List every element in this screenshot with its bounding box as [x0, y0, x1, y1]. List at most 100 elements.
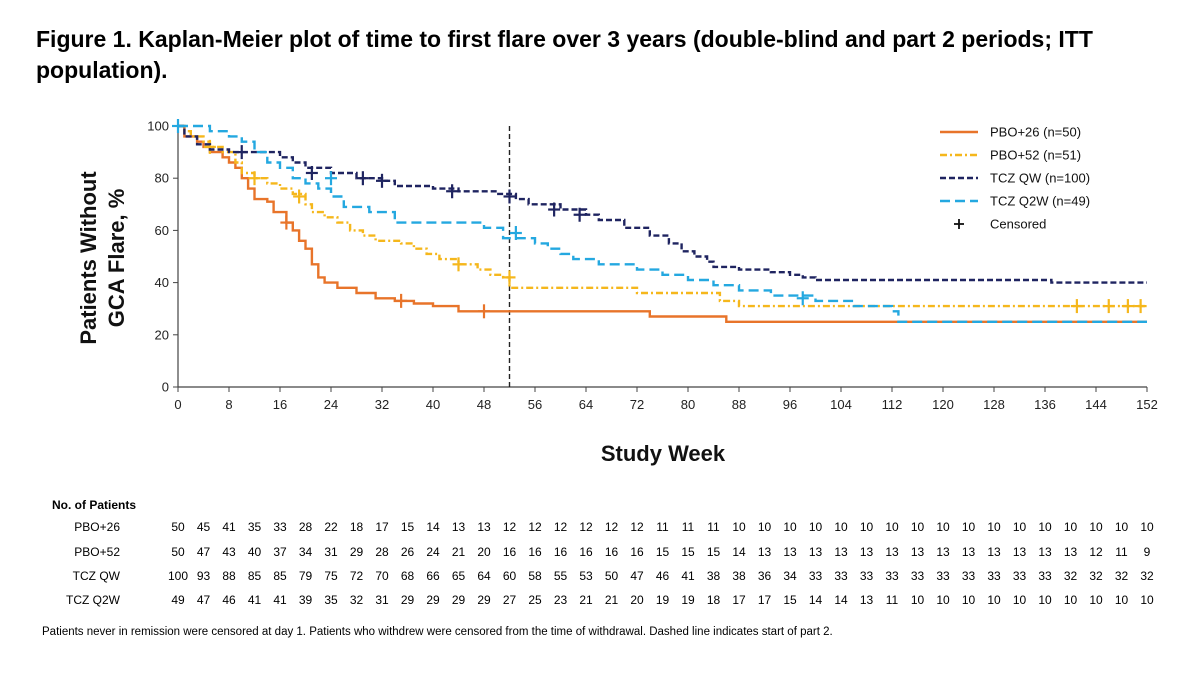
risk-cell-r4-c1: 49 — [171, 593, 185, 607]
risk-cell-r4-c13: 29 — [477, 593, 491, 607]
x-tick-label-64: 64 — [579, 397, 593, 412]
risk-row-label-4: TCZ Q2W — [66, 593, 120, 607]
risk-cell-r1-c13: 13 — [477, 520, 491, 534]
x-tick-label-152: 152 — [1136, 397, 1158, 412]
censor-mark-s4-3 — [509, 226, 522, 241]
y-tick-label-20: 20 — [155, 327, 169, 342]
legend-censored-label: Censored — [990, 217, 1046, 232]
risk-cell-r2-c39: 9 — [1143, 545, 1151, 559]
risk-cell-r4-c4: 41 — [247, 593, 262, 607]
risk-cell-r4-c34: 10 — [1012, 593, 1027, 607]
y-tick-label-100: 100 — [147, 119, 169, 134]
risk-cell-r3-c4: 85 — [247, 569, 262, 583]
risk-cell-r4-c28: 13 — [859, 593, 874, 607]
risk-cell-r2-c38: 11 — [1115, 545, 1128, 559]
risk-cell-r4-c16: 23 — [553, 593, 568, 607]
risk-row-label-2: PBO+52 — [74, 545, 120, 559]
risk-cell-r3-c24: 36 — [757, 569, 772, 583]
censor-mark-s3-6 — [503, 189, 516, 204]
risk-cell-r4-c18: 21 — [604, 593, 619, 607]
survival-curves — [172, 119, 1147, 323]
risk-cell-r1-c17: 12 — [579, 520, 593, 534]
legend-label-4: TCZ Q2W (n=49) — [990, 194, 1090, 209]
risk-cell-r4-c2: 47 — [196, 593, 211, 607]
risk-cell-r1-c32: 10 — [961, 520, 976, 534]
risk-cell-r3-c19: 47 — [630, 569, 644, 583]
y-axis-label-line1: Patients Without — [76, 171, 101, 345]
risk-cell-r1-c25: 10 — [783, 520, 797, 534]
censor-mark-s2-8 — [1121, 299, 1134, 314]
risk-cell-r2-c22: 15 — [706, 545, 721, 559]
risk-cell-r4-c32: 10 — [961, 593, 976, 607]
censor-mark-s2-2 — [248, 171, 261, 186]
risk-cell-r1-c26: 10 — [808, 520, 823, 534]
risk-cell-r3-c38: 32 — [1114, 569, 1129, 583]
risk-cell-r2-c7: 31 — [324, 545, 338, 559]
risk-cell-r1-c20: 11 — [656, 520, 669, 534]
risk-cell-r3-c12: 65 — [451, 569, 466, 583]
risk-cell-r2-c37: 12 — [1089, 545, 1103, 559]
risk-cell-r3-c9: 70 — [375, 569, 389, 583]
risk-cell-r1-c31: 10 — [936, 520, 950, 534]
legend: PBO+26 (n=50) PBO+52 (n=51) TCZ QW (n=100)… — [940, 125, 1090, 232]
risk-cell-r2-c2: 47 — [196, 545, 211, 559]
risk-cell-r2-c14: 16 — [502, 545, 517, 559]
risk-cell-r4-c35: 10 — [1038, 593, 1052, 607]
risk-cell-r3-c23: 38 — [732, 569, 746, 583]
risk-cell-r1-c16: 12 — [553, 520, 568, 534]
series-line-4 — [178, 124, 1147, 323]
risk-cell-r1-c28: 10 — [859, 520, 874, 534]
risk-cell-r3-c39: 32 — [1140, 569, 1154, 583]
risk-cell-r2-c16: 16 — [553, 545, 568, 559]
risk-cell-r2-c31: 13 — [936, 545, 950, 559]
x-tick-label-0: 0 — [174, 397, 181, 412]
censor-mark-s2-5 — [503, 270, 516, 285]
risk-cell-r2-c36: 13 — [1063, 545, 1078, 559]
risk-cell-r2-c3: 43 — [222, 545, 236, 559]
censor-mark-s2-1 — [203, 139, 216, 154]
risk-cell-r3-c2: 93 — [196, 569, 211, 583]
risk-cell-r1-c27: 10 — [834, 520, 848, 534]
legend-label-1: PBO+26 (n=50) — [990, 125, 1081, 140]
x-tick-label-16: 16 — [273, 397, 287, 412]
risk-cell-r2-c29: 13 — [885, 545, 899, 559]
censor-mark-s1-2 — [395, 293, 408, 308]
risk-cell-r1-c2: 45 — [196, 520, 211, 534]
risk-cell-r1-c36: 10 — [1063, 520, 1078, 534]
risk-row-label-3: TCZ QW — [72, 569, 120, 583]
risk-cell-r3-c8: 72 — [349, 569, 364, 583]
km-plot: 0 20 40 60 80 100 0 8 16 24 32 40 48 56 64 72 80 88 96 104 1… — [76, 119, 1158, 467]
y-tick-label-80: 80 — [155, 171, 169, 186]
risk-cell-r4-c38: 10 — [1114, 593, 1129, 607]
risk-cell-r4-c14: 27 — [502, 593, 517, 607]
risk-cell-r2-c21: 15 — [681, 545, 695, 559]
y-tick-label-60: 60 — [155, 223, 169, 238]
censor-mark-s2-6 — [1070, 299, 1083, 314]
risk-cell-r4-c15: 25 — [528, 593, 542, 607]
risk-cell-r4-c27: 14 — [834, 593, 848, 607]
risk-cell-r2-c28: 13 — [859, 545, 874, 559]
x-tick-label-120: 120 — [932, 397, 954, 412]
risk-cell-r4-c36: 10 — [1063, 593, 1078, 607]
risk-cell-r1-c22: 11 — [707, 520, 720, 534]
censor-mark-s3-8 — [573, 207, 586, 222]
legend-label-3: TCZ QW (n=100) — [990, 171, 1090, 186]
y-tick-label-40: 40 — [155, 275, 169, 290]
plot-axes: 0 20 40 60 80 100 0 8 16 24 32 40 48 56 64 72 80 88 96 104 1… — [147, 119, 1158, 413]
risk-cell-r1-c14: 12 — [502, 520, 517, 534]
risk-cell-r2-c1: 50 — [171, 545, 185, 559]
censor-mark-s4-1 — [172, 119, 184, 133]
risk-cell-r4-c9: 31 — [375, 593, 389, 607]
censor-mark-s3-3 — [356, 171, 369, 186]
x-tick-label-136: 136 — [1034, 397, 1056, 412]
risk-table-header: No. of Patients — [52, 498, 137, 512]
risk-cell-r4-c26: 14 — [808, 593, 823, 607]
risk-cell-r2-c33: 13 — [987, 545, 1001, 559]
risk-cell-r3-c35: 33 — [1038, 569, 1052, 583]
risk-cell-r3-c11: 66 — [426, 569, 440, 583]
risk-cell-r4-c7: 35 — [324, 593, 338, 607]
risk-cell-r3-c28: 33 — [859, 569, 874, 583]
risk-cell-r1-c11: 14 — [426, 520, 440, 534]
risk-cell-r3-c17: 53 — [579, 569, 593, 583]
risk-cell-r3-c29: 33 — [885, 569, 899, 583]
